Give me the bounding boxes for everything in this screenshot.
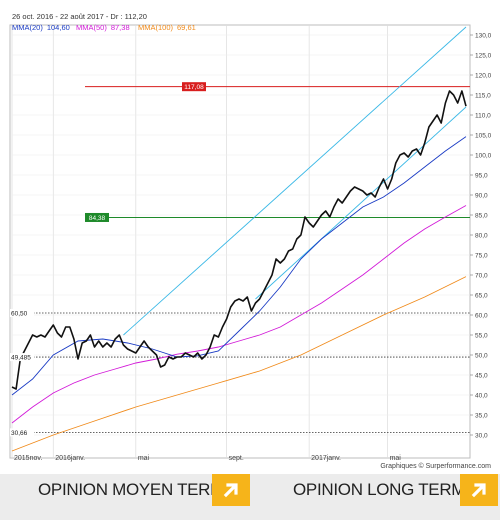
legend-mma50-value: 87,38	[111, 23, 130, 32]
y-tick-label: 90,0	[475, 193, 488, 200]
y-tick-label: 100,0	[475, 153, 492, 160]
y-tick-label: 70,0	[475, 273, 488, 280]
level-label: 30,66	[11, 430, 28, 437]
y-tick-label: 125,0	[475, 53, 492, 60]
y-tick-label: 110,0	[475, 113, 491, 120]
level-tag	[85, 212, 109, 222]
opinion-long-button[interactable]	[460, 474, 498, 506]
y-tick-label: 60,0	[475, 313, 488, 320]
price-levels	[12, 86, 470, 433]
series-price-line	[11, 90, 467, 390]
opinion-medium-button[interactable]	[212, 474, 250, 506]
y-tick-label: 120,0	[475, 73, 492, 80]
level-label: 49,485	[11, 355, 31, 362]
y-tick-label: 75,0	[475, 253, 488, 260]
series-mma50-line	[11, 205, 467, 424]
series-mma100-line	[11, 276, 467, 452]
y-tick-label: 80,0	[475, 233, 488, 240]
y-tick-label: 40,0	[475, 393, 488, 400]
opinion-footer: OPINION MOYEN TERME OPINION LONG TERME	[0, 474, 500, 520]
legend-mma20: MMA(20) 104,60	[12, 23, 70, 32]
x-tick-label: 2016janv.	[55, 455, 85, 462]
legend-mma100: MMA(100) 69,61	[138, 23, 196, 32]
y-tick-label: 115,0	[475, 93, 491, 100]
y-axis-ticks: 30,0 35,0 40,0 45,0 50,0 55,0 60,0 65,0 70,0 75,0…	[470, 33, 492, 440]
series-mma20-line	[11, 136, 467, 396]
opinion-medium-label: OPINION MOYEN TERME	[38, 480, 236, 499]
legend-mma100-value: 69,61	[177, 23, 196, 32]
level-label: 117,08	[184, 84, 204, 91]
y-tick-label: 130,0	[475, 33, 492, 40]
level-tag	[10, 428, 34, 437]
y-tick-label: 105,0	[475, 133, 492, 140]
x-tick-label: 2015nov.	[14, 455, 42, 462]
x-tick-label: sept.	[229, 455, 244, 462]
legend-mma20-name: MMA(20)	[12, 23, 43, 32]
level-tag	[10, 309, 34, 317]
x-tick-label: mai	[138, 455, 150, 462]
level-tag	[10, 353, 34, 362]
arrow-up-right-icon	[471, 483, 486, 498]
chart-background	[9, 24, 471, 459]
y-tick-label: 45,0	[475, 373, 488, 380]
horizontal-gridlines	[12, 34, 470, 436]
level-label: 84,38	[89, 215, 106, 222]
level-label: 60,50	[11, 311, 28, 318]
x-axis-ticks: 2015nov. 2016janv. mai sept. 2017janv. mai	[14, 455, 401, 462]
trend-line	[123, 26, 467, 336]
legend-mma50: MMA(50) 87,38	[76, 23, 130, 32]
y-tick-label: 50,0	[475, 353, 488, 360]
legend-mma50-name: MMA(50)	[76, 23, 107, 32]
legend: MMA(20) 104,60 MMA(50) 87,38 MMA(100) 69,61	[12, 23, 196, 32]
source-credit: Graphiques © Surperformance.com	[380, 462, 491, 470]
opinion-long-block: OPINION LONG TERME	[293, 474, 477, 506]
stock-chart: 30,0 35,0 40,0 45,0 50,0 55,0 60,0 65,0 70,0 75,0…	[9, 12, 492, 470]
y-tick-label: 30,0	[475, 433, 488, 440]
y-tick-label: 85,0	[475, 213, 488, 220]
y-tick-label: 55,0	[475, 333, 488, 340]
y-tick-label: 65,0	[475, 293, 488, 300]
y-tick-label: 95,0	[475, 173, 488, 180]
trend-line	[255, 106, 467, 300]
opinion-medium-block: OPINION MOYEN TERME	[38, 474, 248, 506]
legend-mma20-value: 104,60	[47, 23, 70, 32]
chart-header: 26 oct. 2016 - 22 août 2017 - Dr : 112,2…	[12, 12, 147, 21]
arrow-up-right-icon	[223, 483, 238, 498]
opinion-long-label: OPINION LONG TERME	[293, 480, 477, 499]
x-tick-label: mai	[390, 455, 402, 462]
trend-lines	[123, 26, 467, 336]
x-tick-label: 2017janv.	[311, 455, 341, 462]
y-tick-label: 35,0	[475, 413, 488, 420]
level-tag	[182, 82, 206, 92]
level-labels: 117,08 84,38 60,50 49,485 30,66	[10, 82, 206, 437]
legend-mma100-name: MMA(100)	[138, 23, 174, 32]
